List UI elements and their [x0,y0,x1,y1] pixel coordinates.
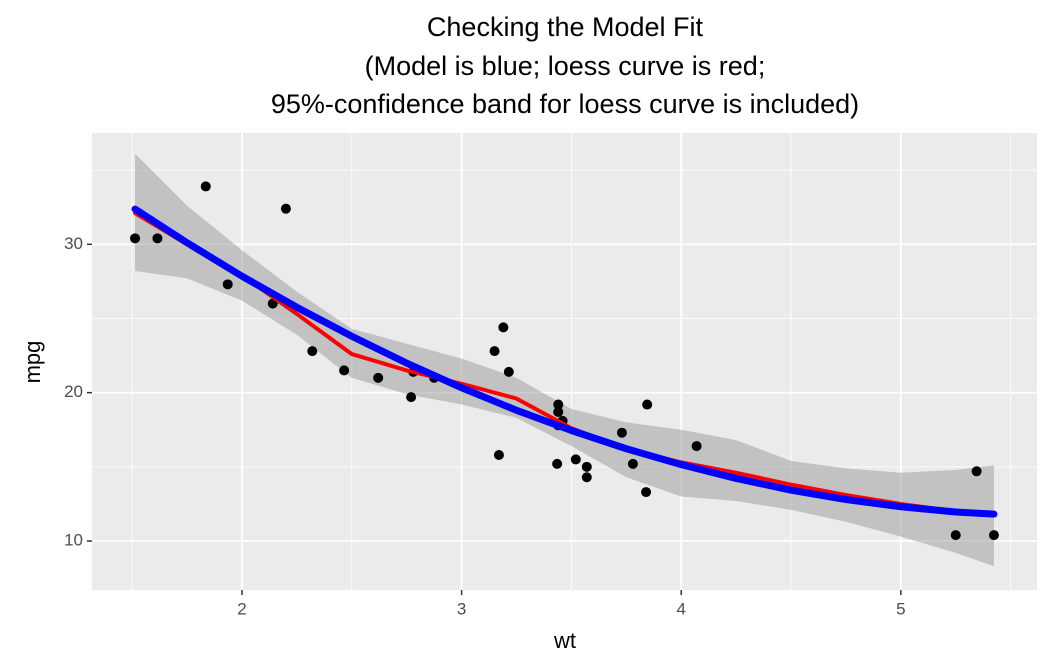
data-point [553,406,564,417]
data-point [642,399,653,410]
data-point [200,181,211,192]
data-point [616,427,627,438]
data-point [339,365,350,376]
data-point [373,372,384,383]
data-point [552,458,563,469]
chart-title: 95%-confidence band for loess curve is i… [271,89,859,119]
y-tick-label: 20 [64,382,83,401]
x-tick-label: 2 [237,599,246,618]
data-point [641,487,652,498]
y-axis-title: mpg [20,341,45,384]
fit-line [131,205,998,518]
data-point [553,399,564,410]
data-point [130,233,141,244]
data-point [493,449,504,460]
data-point [503,366,514,377]
data-point [950,530,961,541]
data-point [627,458,638,469]
data-point [971,466,982,477]
data-point [307,346,318,357]
data-point [489,346,500,357]
chart-title: Checking the Model Fit [427,12,704,42]
confidence-band [135,153,994,567]
data-point [581,461,592,472]
data-point [570,454,581,465]
data-point [152,233,163,244]
data-point [222,279,233,290]
data-point [280,203,291,214]
data-point [691,441,702,452]
data-point [988,530,999,541]
y-tick-label: 10 [64,531,83,550]
y-tick-label: 30 [64,234,83,253]
data-point [406,392,417,403]
chart-title: (Model is blue; loess curve is red; [365,51,766,81]
x-axis-title: wt [553,628,576,653]
data-point [498,322,509,333]
x-tick-label: 4 [676,599,685,618]
data-point [581,472,592,483]
x-tick-label: 5 [896,599,905,618]
x-tick-label: 3 [457,599,466,618]
